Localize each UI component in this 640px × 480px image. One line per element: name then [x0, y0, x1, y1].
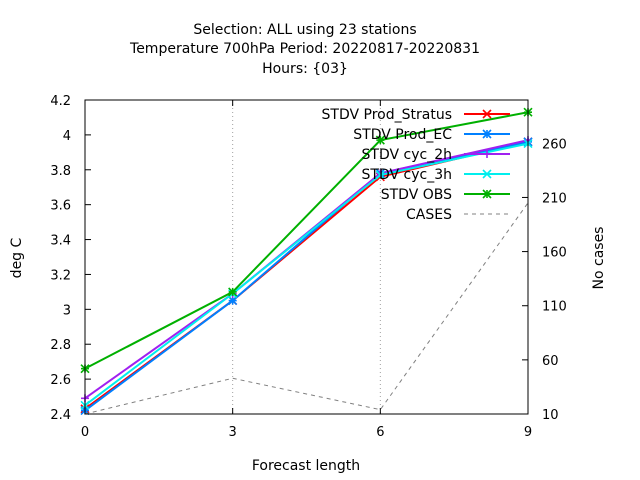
- data-point: [482, 129, 492, 139]
- y2-tick-label: 10: [542, 408, 559, 423]
- y-tick-label: 3: [63, 303, 71, 318]
- legend-label-stdv-cyc-2h: STDV cyc_2h: [362, 147, 452, 163]
- series-line-stdv-cyc-3h: [84, 142, 529, 407]
- y2-axis-label: No cases: [591, 227, 607, 290]
- ticks: 0 3 6 9 2.4 2.6 2.8 3 3.2 3.4 3.6 3.8 4 4.2 10 60 110 160…: [50, 94, 567, 440]
- series-line-stdv-prod-ec: [84, 140, 529, 412]
- series-layer: [80, 107, 533, 416]
- y2-tick-label: 110: [542, 300, 567, 315]
- y2-tick-label: 60: [542, 354, 559, 369]
- y-tick-label: 4.2: [50, 94, 71, 109]
- series-line-cases: [84, 202, 529, 415]
- legend: STDV Prod_Stratus STDV Prod_EC STDV cyc_2h…: [322, 107, 510, 223]
- data-point: [228, 287, 238, 297]
- legend-label-stdv-prod-stratus: STDV Prod_Stratus: [322, 107, 452, 123]
- series-line-stdv-prod-stratus: [84, 140, 529, 410]
- data-point: [482, 189, 492, 199]
- legend-label-stdv-prod-ec: STDV Prod_EC: [353, 127, 452, 143]
- y-tick-label: 3.2: [50, 268, 71, 283]
- chart-title-line-2: Temperature 700hPa Period: 20220817-2022…: [129, 41, 480, 57]
- x-tick-label: 3: [229, 425, 237, 440]
- data-point: [228, 296, 238, 306]
- y-tick-label: 3.6: [50, 199, 71, 214]
- data-point: [375, 135, 385, 145]
- y-tick-label: 2.8: [50, 338, 71, 353]
- y-tick-label: 2.4: [50, 408, 71, 423]
- y-axis-label: deg C: [9, 237, 25, 278]
- x-axis-label: Forecast length: [252, 458, 360, 474]
- y2-tick-label: 210: [542, 191, 567, 206]
- x-tick-label: 9: [524, 425, 532, 440]
- chart-title-line-1: Selection: ALL using 23 stations: [193, 22, 416, 38]
- y-tick-label: 3.8: [50, 164, 71, 179]
- legend-label-cases: CASES: [406, 207, 452, 223]
- legend-label-stdv-cyc-3h: STDV cyc_3h: [362, 167, 452, 183]
- x-tick-label: 6: [376, 425, 384, 440]
- y2-tick-label: 160: [542, 246, 567, 261]
- data-point: [483, 150, 491, 158]
- chart-title-line-3: Hours: {03}: [262, 61, 348, 77]
- y2-tick-label: 260: [542, 137, 567, 152]
- plot-frame: [84, 99, 529, 415]
- y-tick-label: 2.6: [50, 373, 71, 388]
- y-tick-label: 4: [63, 129, 71, 144]
- series-line-stdv-obs: [84, 111, 529, 370]
- legend-label-stdv-obs: STDV OBS: [381, 187, 452, 203]
- grid: [232, 100, 381, 414]
- data-point: [375, 170, 385, 180]
- x-tick-label: 0: [81, 425, 89, 440]
- data-point: [482, 169, 492, 179]
- data-point: [482, 109, 492, 119]
- y-tick-label: 3.4: [50, 234, 71, 249]
